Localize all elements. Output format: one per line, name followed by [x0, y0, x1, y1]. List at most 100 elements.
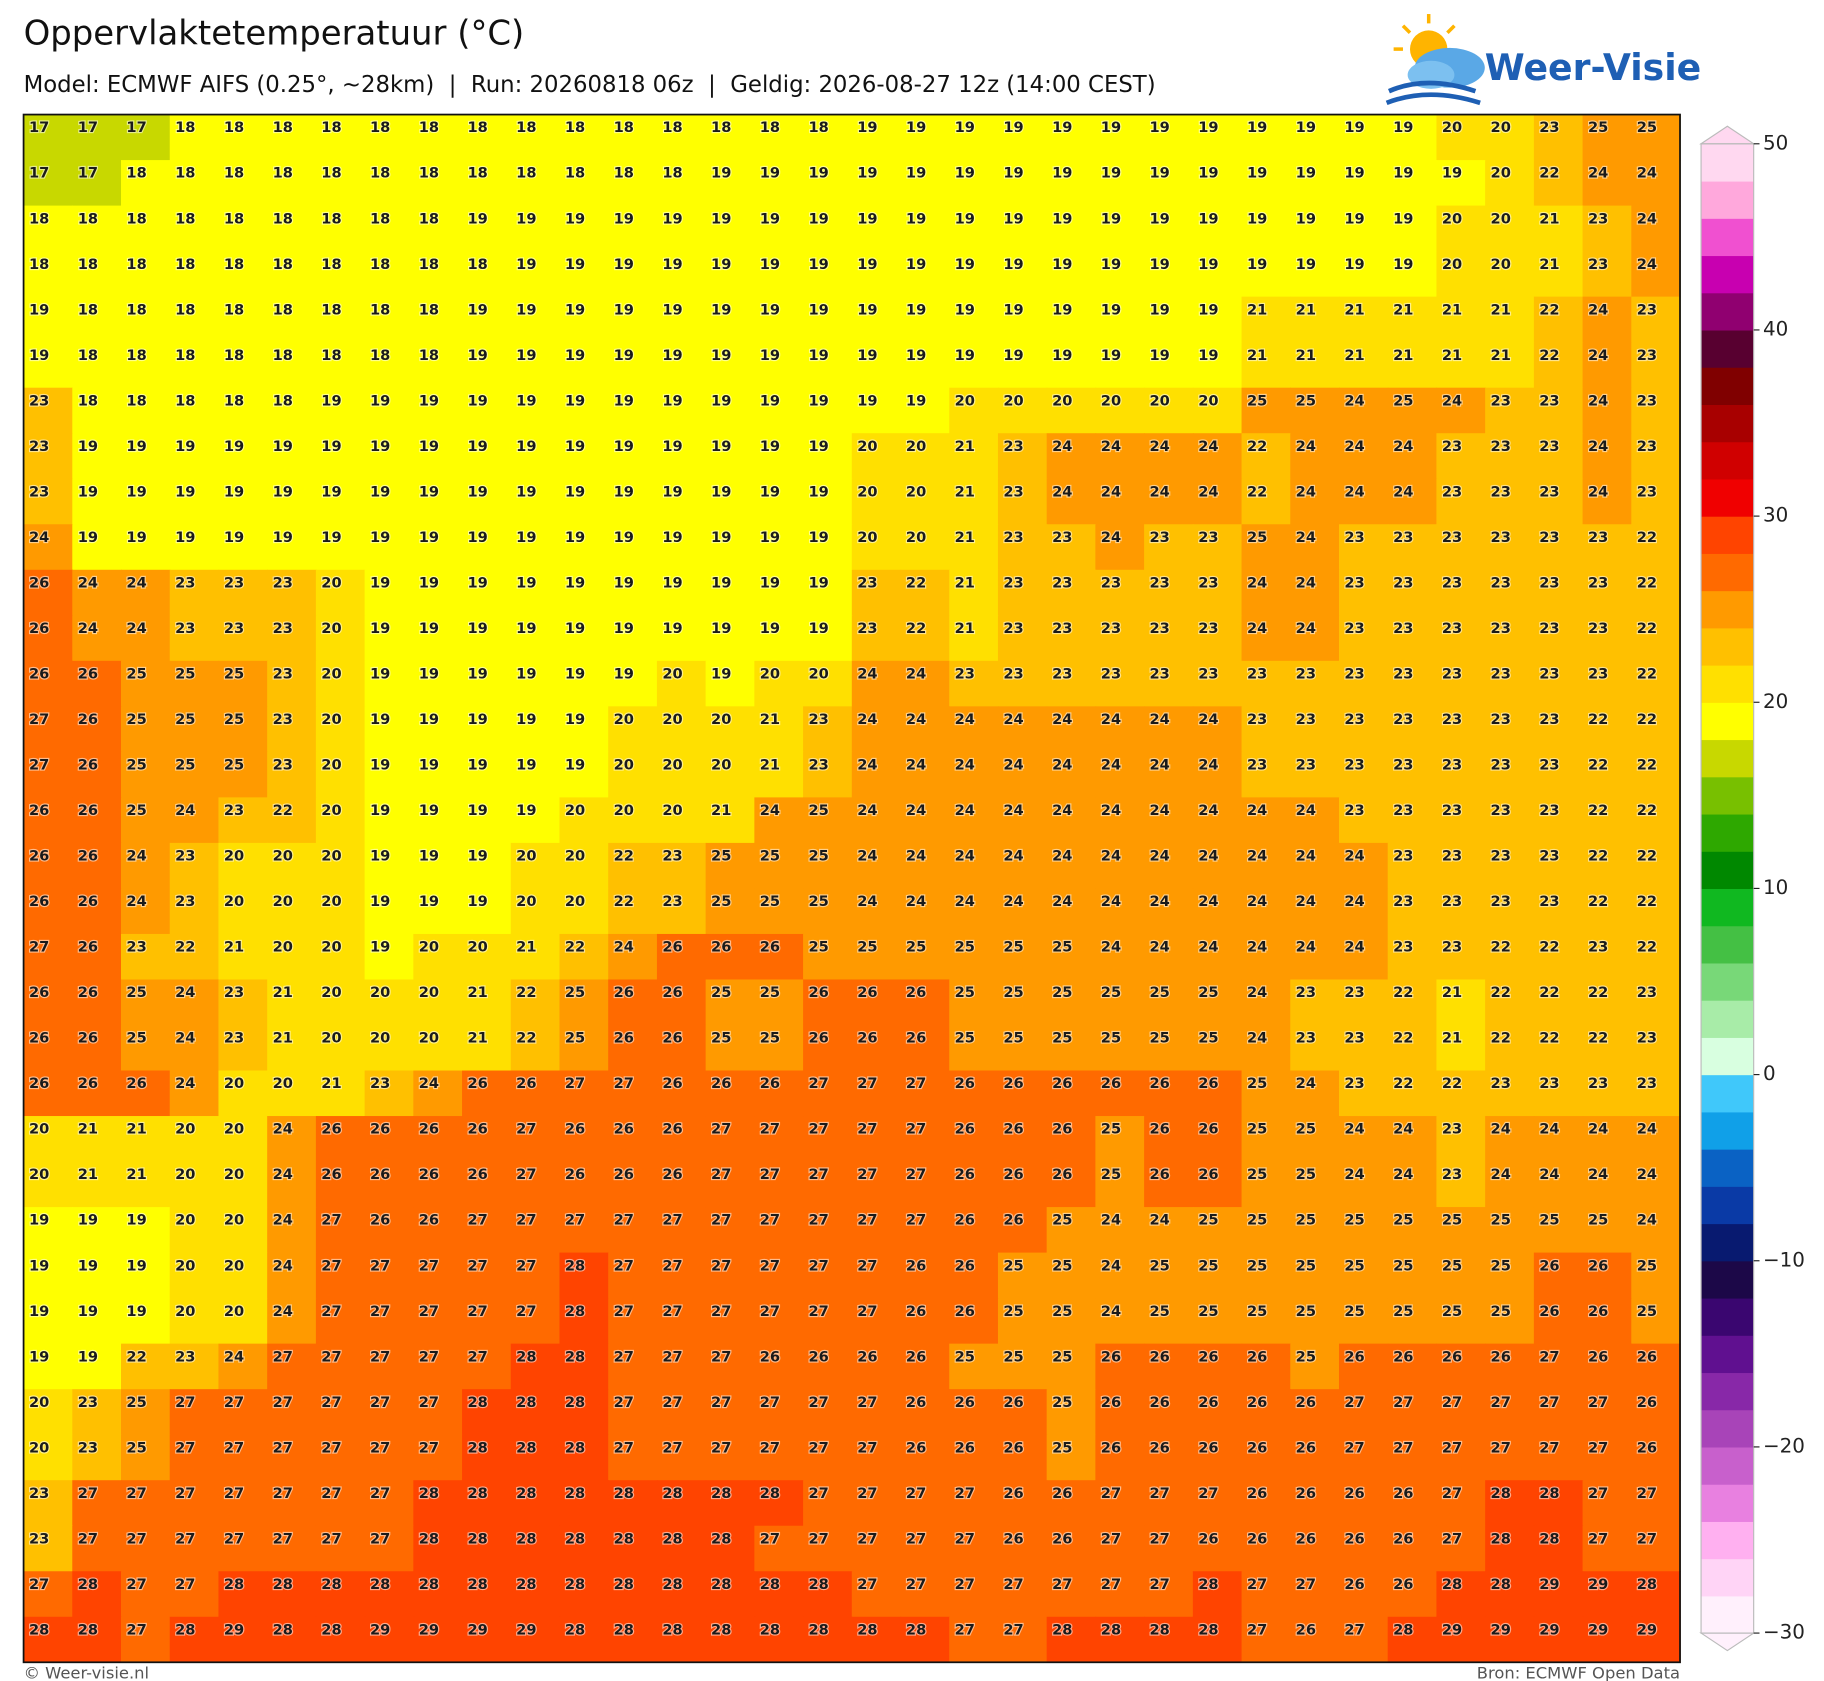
temp-cell: [1387, 524, 1438, 571]
temp-label: 19: [29, 1348, 49, 1365]
temp-label: 27: [662, 1348, 682, 1365]
temp-label: 19: [808, 574, 828, 591]
temp-cell: [1485, 615, 1535, 662]
temp-label: 26: [662, 939, 682, 956]
temp-label: 26: [1101, 1394, 1121, 1411]
temp-cell: [169, 433, 220, 480]
temp-cell: [364, 114, 415, 161]
temp-cell: [121, 751, 171, 799]
temp-label: 22: [1588, 802, 1608, 819]
temp-label: 21: [273, 1030, 293, 1047]
temp-label: 24: [1637, 256, 1657, 273]
temp-cell: [1144, 342, 1194, 389]
temp-label: 23: [1344, 711, 1364, 728]
temp-label: 27: [370, 1394, 390, 1411]
temp-cell: [218, 114, 268, 161]
temp-cell: [1485, 433, 1535, 480]
temp-cell: [1241, 114, 1291, 161]
temp-label: 24: [1588, 1121, 1608, 1138]
temp-cell: [754, 114, 804, 161]
temp-cell: [754, 933, 804, 981]
temp-label: 26: [906, 1303, 926, 1320]
temp-label: 24: [1003, 802, 1023, 819]
temp-label: 20: [614, 711, 634, 728]
temp-cell: [169, 160, 220, 207]
temp-cell: [364, 797, 415, 844]
temp-label: 19: [1052, 165, 1072, 182]
temp-cell: [1144, 160, 1194, 207]
temp-cell: [121, 387, 171, 434]
temp-cell: [1192, 1116, 1243, 1163]
temp-label: 27: [662, 1439, 682, 1456]
temp-cell: [72, 387, 122, 434]
temp-label: 23: [1150, 574, 1170, 591]
temp-cell: [267, 888, 317, 935]
temp-label: 23: [1393, 711, 1413, 728]
temp-label: 23: [1247, 665, 1267, 682]
temp-label: 20: [467, 939, 487, 956]
temp-label: 27: [321, 1530, 341, 1547]
temp-cell: [267, 660, 317, 708]
temp-cell: [705, 615, 756, 662]
temp-label: 26: [419, 1212, 439, 1229]
temp-cell: [1338, 797, 1389, 844]
temp-label: 19: [467, 711, 487, 728]
temp-label: 21: [955, 438, 975, 455]
temp-cell: [1095, 797, 1145, 844]
temp-label: 18: [516, 165, 536, 182]
temp-label: 23: [1491, 848, 1511, 865]
temp-label: 26: [1344, 1348, 1364, 1365]
temp-label: 28: [711, 1485, 731, 1502]
temp-cell: [267, 160, 317, 207]
temp-label: 18: [760, 119, 780, 136]
colorbar-band: [1701, 1186, 1754, 1225]
temp-label: 19: [1150, 347, 1170, 364]
temp-label: 24: [1150, 483, 1170, 500]
temp-cell: [315, 387, 366, 434]
temp-cell: [851, 160, 902, 207]
temp-cell: [267, 569, 317, 616]
temp-cell: [997, 1116, 1048, 1163]
temp-cell: [559, 1024, 609, 1072]
temp-label: 22: [1588, 711, 1608, 728]
temp-label: 22: [1539, 165, 1559, 182]
temp-label: 22: [516, 1030, 536, 1047]
temp-cell: [1144, 888, 1194, 935]
temp-label: 18: [126, 210, 146, 227]
temp-cell: [462, 296, 512, 343]
temp-label: 21: [1539, 256, 1559, 273]
temp-cell: [1241, 478, 1291, 525]
temp-cell: [949, 114, 999, 161]
temp-cell: [1338, 1070, 1389, 1117]
temp-label: 27: [370, 1257, 390, 1274]
temp-label: 21: [1442, 301, 1462, 318]
temp-label: 28: [857, 1621, 877, 1638]
temp-label: 27: [419, 1439, 439, 1456]
temp-cell: [1144, 1024, 1194, 1072]
temp-label: 27: [370, 1530, 390, 1547]
temp-label: 23: [1539, 392, 1559, 409]
temp-cell: [608, 1161, 658, 1208]
temp-label: 27: [1101, 1485, 1121, 1502]
temp-cell: [1533, 979, 1584, 1026]
colorbar-band: [1701, 1409, 1754, 1448]
temp-cell: [949, 1024, 999, 1072]
temp-cell: [1485, 1116, 1535, 1163]
temp-label: 24: [175, 1075, 195, 1092]
temp-cell: [1436, 751, 1486, 799]
temp-cell: [559, 1116, 609, 1163]
temp-cell: [754, 615, 804, 662]
temp-cell: [121, 1116, 171, 1163]
temp-cell: [1436, 205, 1486, 252]
temp-label: 19: [467, 665, 487, 682]
temp-label: 23: [1344, 529, 1364, 546]
temp-label: 23: [1101, 620, 1121, 637]
temp-cell: [267, 114, 317, 161]
temp-label: 23: [78, 1394, 98, 1411]
temp-cell: [949, 478, 999, 525]
temp-label: 19: [516, 256, 536, 273]
temp-cell: [413, 342, 463, 389]
temp-label: 19: [711, 438, 731, 455]
temp-label: 26: [955, 1257, 975, 1274]
temp-label: 27: [1296, 1576, 1316, 1593]
